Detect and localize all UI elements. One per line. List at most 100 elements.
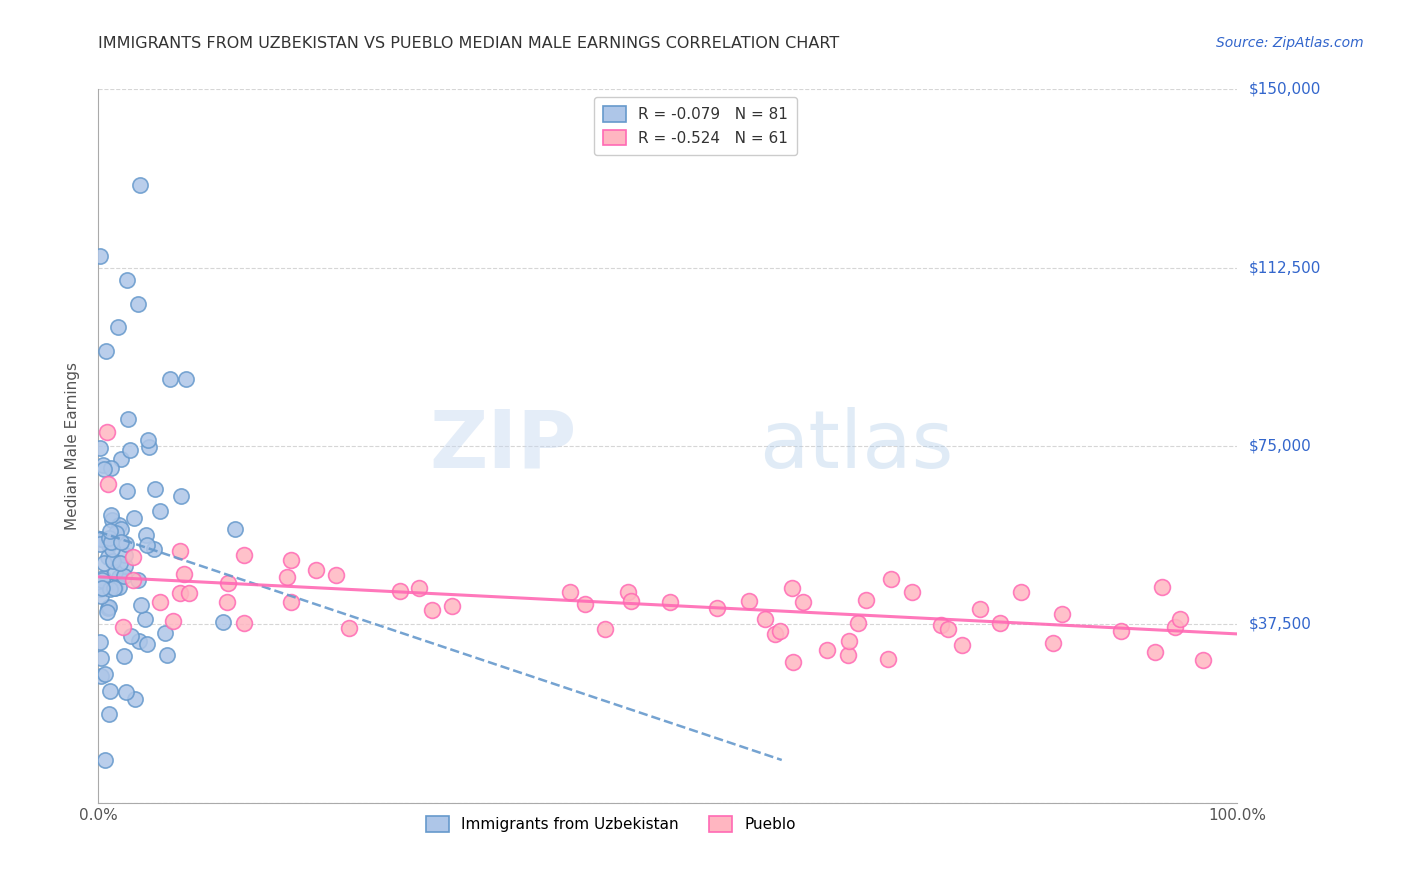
Point xyxy=(838,633,860,648)
Point xyxy=(1144,645,1167,659)
Text: ZIP: ZIP xyxy=(429,407,576,485)
Point xyxy=(174,372,197,386)
Point xyxy=(127,573,149,587)
Point xyxy=(1050,607,1073,622)
Point xyxy=(110,535,132,549)
Point xyxy=(115,537,138,551)
Point xyxy=(595,622,617,636)
Point xyxy=(876,652,898,666)
Point xyxy=(89,441,111,455)
Point xyxy=(215,594,238,608)
Point xyxy=(142,541,165,556)
Point xyxy=(233,548,256,562)
Point xyxy=(558,585,581,599)
Point xyxy=(408,581,430,595)
Point xyxy=(305,563,328,577)
Point xyxy=(93,666,115,681)
Point xyxy=(763,626,786,640)
Point xyxy=(846,616,869,631)
Point xyxy=(96,605,118,619)
Point xyxy=(110,523,132,537)
Point xyxy=(782,581,804,595)
Point xyxy=(90,532,112,546)
Text: IMMIGRANTS FROM UZBEKISTAN VS PUEBLO MEDIAN MALE EARNINGS CORRELATION CHART: IMMIGRANTS FROM UZBEKISTAN VS PUEBLO MED… xyxy=(98,36,839,51)
Point xyxy=(929,617,952,632)
Point xyxy=(792,595,814,609)
Point xyxy=(97,531,120,545)
Point xyxy=(97,601,120,615)
Point xyxy=(97,538,120,552)
Point xyxy=(122,550,145,565)
Point xyxy=(120,630,142,644)
Point xyxy=(93,557,115,571)
Point xyxy=(114,548,136,562)
Point xyxy=(1192,653,1215,667)
Point xyxy=(90,651,112,665)
Y-axis label: Median Male Earnings: Median Male Earnings xyxy=(65,362,80,530)
Point xyxy=(108,557,131,571)
Point xyxy=(217,576,239,591)
Point xyxy=(101,542,124,557)
Point xyxy=(112,648,135,663)
Point xyxy=(93,753,115,767)
Point xyxy=(124,691,146,706)
Point xyxy=(112,620,135,634)
Point xyxy=(91,458,114,472)
Point xyxy=(276,570,298,584)
Point xyxy=(93,461,115,475)
Point xyxy=(108,581,131,595)
Point xyxy=(104,525,127,540)
Point xyxy=(155,648,177,662)
Point xyxy=(98,683,121,698)
Point xyxy=(1111,624,1133,639)
Point xyxy=(108,518,131,533)
Point xyxy=(129,178,152,192)
Point xyxy=(110,451,132,466)
Point xyxy=(129,598,152,612)
Point xyxy=(89,249,111,263)
Point xyxy=(97,477,120,491)
Point xyxy=(224,522,246,536)
Point xyxy=(388,583,411,598)
Point xyxy=(114,685,136,699)
Point xyxy=(706,601,728,615)
Point xyxy=(969,602,991,616)
Point xyxy=(149,504,172,518)
Point xyxy=(617,584,640,599)
Point xyxy=(325,567,347,582)
Point xyxy=(337,621,360,635)
Point xyxy=(879,572,901,586)
Text: $150,000: $150,000 xyxy=(1249,82,1320,96)
Point xyxy=(169,586,191,600)
Point xyxy=(737,594,759,608)
Point xyxy=(162,614,184,628)
Point xyxy=(988,615,1011,630)
Point xyxy=(837,648,859,662)
Point xyxy=(98,582,121,596)
Point xyxy=(574,598,596,612)
Point xyxy=(134,612,156,626)
Point xyxy=(901,585,924,599)
Point xyxy=(136,433,159,447)
Point xyxy=(128,634,150,648)
Point xyxy=(212,615,235,629)
Point xyxy=(103,581,125,595)
Point xyxy=(117,412,139,426)
Text: $112,500: $112,500 xyxy=(1249,260,1320,275)
Point xyxy=(104,581,127,595)
Point xyxy=(89,582,111,597)
Point xyxy=(97,549,120,564)
Point xyxy=(855,593,877,607)
Point xyxy=(100,508,122,523)
Point xyxy=(136,637,159,651)
Point xyxy=(420,602,443,616)
Point xyxy=(145,482,167,496)
Point xyxy=(950,638,973,652)
Point xyxy=(135,528,157,542)
Point xyxy=(90,581,112,595)
Point xyxy=(159,372,181,386)
Point xyxy=(441,599,464,613)
Point xyxy=(96,425,118,439)
Point xyxy=(769,624,792,638)
Point xyxy=(1164,619,1187,633)
